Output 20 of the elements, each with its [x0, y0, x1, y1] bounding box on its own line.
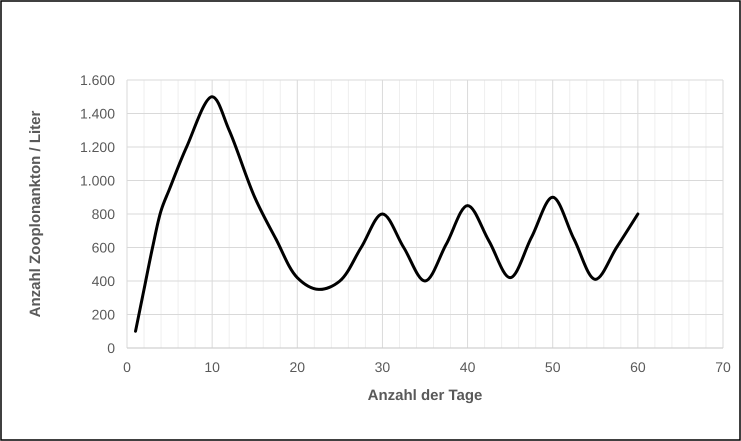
x-tick-label: 20 [289, 359, 306, 375]
y-tick-label: 0 [107, 340, 116, 356]
x-tick-label: 0 [123, 359, 132, 375]
y-tick-label: 1.200 [80, 139, 116, 155]
x-tick-label: 70 [715, 359, 731, 375]
x-tick-label: 30 [374, 359, 390, 375]
y-tick-label: 400 [92, 273, 116, 289]
x-tick-label: 50 [544, 359, 561, 375]
x-axis-title: Anzahl der Tage [368, 387, 482, 404]
y-tick-label: 600 [92, 240, 116, 256]
y-tick-label: 1.400 [80, 106, 116, 122]
y-tick-label: 800 [92, 206, 116, 222]
x-tick-label: 10 [204, 359, 220, 375]
x-tick-label: 60 [630, 359, 646, 375]
line-series [134, 95, 640, 333]
y-tick-label: 200 [92, 306, 116, 322]
y-tick-label: 1.600 [80, 72, 116, 88]
y-tick-label: 1.000 [80, 172, 116, 188]
x-tick-label: 40 [460, 359, 476, 375]
y-axis-title: Anzahl Zooplonankton / Liter [27, 110, 44, 318]
